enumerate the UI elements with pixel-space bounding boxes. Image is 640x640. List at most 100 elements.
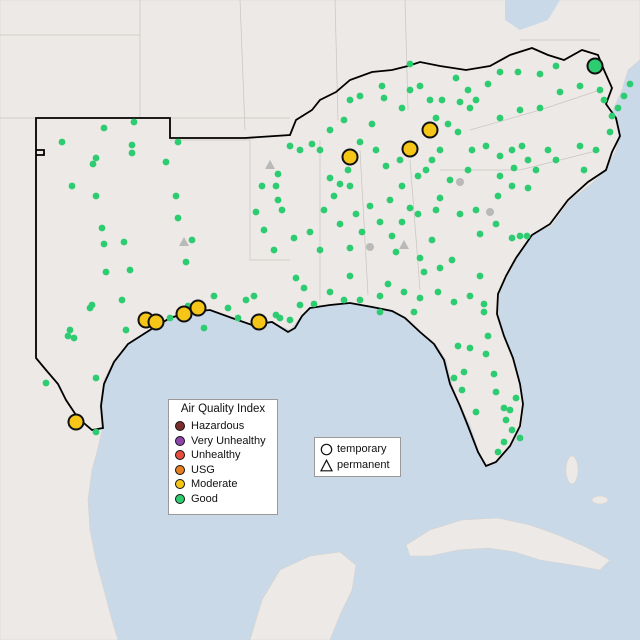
good-site-marker[interactable] — [484, 332, 492, 340]
good-site-marker[interactable] — [316, 246, 324, 254]
good-site-marker[interactable] — [450, 298, 458, 306]
good-site-marker[interactable] — [396, 156, 404, 164]
good-site-marker[interactable] — [552, 62, 560, 70]
good-site-marker[interactable] — [508, 426, 516, 434]
good-site-marker[interactable] — [86, 304, 94, 312]
good-site-marker[interactable] — [376, 292, 384, 300]
good-site-marker[interactable] — [200, 324, 208, 332]
good-site-marker[interactable] — [100, 240, 108, 248]
good-site-marker[interactable] — [376, 308, 384, 316]
good-site-marker[interactable] — [286, 142, 294, 150]
good-site-marker[interactable] — [330, 192, 338, 200]
good-site-marker[interactable] — [416, 294, 424, 302]
good-site-marker[interactable] — [476, 230, 484, 238]
good-site-marker[interactable] — [274, 170, 282, 178]
good-site-marker[interactable] — [172, 192, 180, 200]
good-site-marker[interactable] — [346, 96, 354, 104]
good-site-marker[interactable] — [286, 316, 294, 324]
good-site-marker[interactable] — [466, 104, 474, 112]
good-site-marker[interactable] — [476, 272, 484, 280]
good-site-marker[interactable] — [480, 308, 488, 316]
good-site-marker[interactable] — [446, 176, 454, 184]
good-site-marker[interactable] — [398, 104, 406, 112]
good-site-marker[interactable] — [122, 326, 130, 334]
good-site-marker[interactable] — [234, 314, 242, 322]
good-site-marker[interactable] — [70, 334, 78, 342]
good-site-marker[interactable] — [508, 146, 516, 154]
moderate-site-marker[interactable] — [341, 148, 359, 166]
good-site-marker[interactable] — [512, 394, 520, 402]
good-site-marker[interactable] — [466, 292, 474, 300]
moderate-site-marker[interactable] — [67, 413, 85, 431]
good-site-marker[interactable] — [372, 146, 380, 154]
good-site-marker[interactable] — [428, 156, 436, 164]
good-site-marker[interactable] — [444, 120, 452, 128]
good-site-marker[interactable] — [406, 86, 414, 94]
good-site-marker[interactable] — [376, 218, 384, 226]
good-site-marker[interactable] — [490, 370, 498, 378]
good-site-marker[interactable] — [346, 272, 354, 280]
good-site-marker[interactable] — [128, 141, 136, 149]
good-site-marker[interactable] — [292, 274, 300, 282]
good-site-marker[interactable] — [130, 118, 138, 126]
good-site-marker[interactable] — [326, 174, 334, 182]
good-site-marker[interactable] — [600, 96, 608, 104]
good-site-marker[interactable] — [466, 344, 474, 352]
good-site-marker[interactable] — [524, 184, 532, 192]
good-site-marker[interactable] — [460, 368, 468, 376]
good-site-marker[interactable] — [496, 114, 504, 122]
good-site-marker[interactable] — [576, 142, 584, 150]
good-site-marker[interactable] — [368, 120, 376, 128]
good-site-marker[interactable] — [336, 180, 344, 188]
good-site-marker[interactable] — [508, 234, 516, 242]
good-site-marker[interactable] — [378, 82, 386, 90]
good-site-marker[interactable] — [436, 194, 444, 202]
good-site-marker[interactable] — [278, 206, 286, 214]
good-site-marker[interactable] — [592, 146, 600, 154]
good-site-marker[interactable] — [316, 146, 324, 154]
good-site-marker[interactable] — [92, 192, 100, 200]
good-site-marker[interactable] — [270, 246, 278, 254]
good-site-marker[interactable] — [596, 86, 604, 94]
good-site-marker[interactable] — [174, 138, 182, 146]
good-site-marker[interactable] — [454, 128, 462, 136]
good-site-marker[interactable] — [452, 74, 460, 82]
moderate-site-marker[interactable] — [401, 140, 419, 158]
good-site-marker[interactable] — [344, 166, 352, 174]
good-site-marker[interactable] — [536, 104, 544, 112]
good-site-marker[interactable] — [506, 406, 514, 414]
good-site-marker[interactable] — [260, 226, 268, 234]
good-site-marker[interactable] — [296, 146, 304, 154]
good-site-marker[interactable] — [252, 208, 260, 216]
good-site-marker[interactable] — [356, 138, 364, 146]
good-site-marker[interactable] — [258, 182, 266, 190]
good-site-marker[interactable] — [174, 214, 182, 222]
good-site-marker[interactable] — [456, 98, 464, 106]
good-site-marker[interactable] — [494, 192, 502, 200]
good-site-marker[interactable] — [434, 288, 442, 296]
good-site-marker[interactable] — [432, 206, 440, 214]
good-site-marker[interactable] — [380, 94, 388, 102]
good-site-marker[interactable] — [326, 288, 334, 296]
good-site-marker[interactable] — [382, 162, 390, 170]
good-site-marker[interactable] — [544, 146, 552, 154]
good-site-marker[interactable] — [296, 301, 304, 309]
good-site-marker[interactable] — [300, 284, 308, 292]
good-site-marker[interactable] — [518, 142, 526, 150]
good-site-marker[interactable] — [626, 80, 634, 88]
good-site-marker[interactable] — [182, 258, 190, 266]
good-site-marker[interactable] — [306, 228, 314, 236]
good-site-marker[interactable] — [358, 228, 366, 236]
good-site-marker[interactable] — [346, 244, 354, 252]
good-site-marker[interactable] — [340, 116, 348, 124]
good-site-marker[interactable] — [92, 374, 100, 382]
good-site-marker[interactable] — [552, 156, 560, 164]
good-site-marker[interactable] — [454, 342, 462, 350]
good-site-marker[interactable] — [496, 172, 504, 180]
good-site-marker[interactable] — [556, 88, 564, 96]
good-site-marker[interactable] — [326, 126, 334, 134]
good-site-marker[interactable] — [346, 182, 354, 190]
good-site-marker[interactable] — [414, 210, 422, 218]
good-site-marker[interactable] — [482, 142, 490, 150]
